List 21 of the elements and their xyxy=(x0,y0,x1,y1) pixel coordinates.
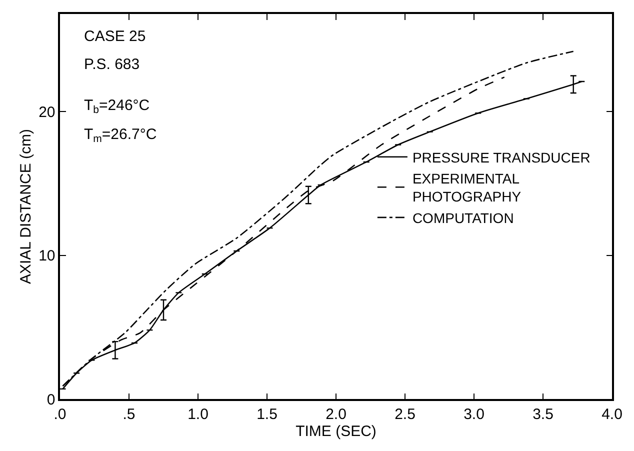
annotation: CASE 25 xyxy=(84,28,146,45)
y-tick-label: 20 xyxy=(38,104,56,121)
annotation: T$_{b}$=246°C xyxy=(84,97,150,116)
x-tick-label: 1.5 xyxy=(256,406,278,423)
x-axis-title: TIME (SEC) xyxy=(296,422,376,440)
legend-label: EXPERIMENTAL PHOTOGRAPHY xyxy=(412,170,522,205)
x-tick-label: .5 xyxy=(122,406,136,423)
annotation: T$_{m}$=26.7°C xyxy=(84,126,157,146)
annotation: P.S. 683 xyxy=(84,56,140,73)
x-tick-label: 2.5 xyxy=(394,406,416,423)
y-tick-label: 0 xyxy=(46,391,56,408)
y-tick-label: 10 xyxy=(38,248,56,265)
x-tick-label: 3.0 xyxy=(464,406,484,423)
x-tick-label: 4.0 xyxy=(602,406,622,423)
x-tick-label: 1.0 xyxy=(188,406,208,423)
x-tick-label: 2.0 xyxy=(326,406,346,423)
legend-label: COMPUTATION xyxy=(412,210,514,226)
x-tick-label: 3.5 xyxy=(532,406,554,423)
x-tick-label: .0 xyxy=(54,406,66,423)
y-axis-title: AXIAL DISTANCE (cm) xyxy=(17,128,34,284)
legend-label: PRESSURE TRANSDUCER xyxy=(412,149,590,166)
